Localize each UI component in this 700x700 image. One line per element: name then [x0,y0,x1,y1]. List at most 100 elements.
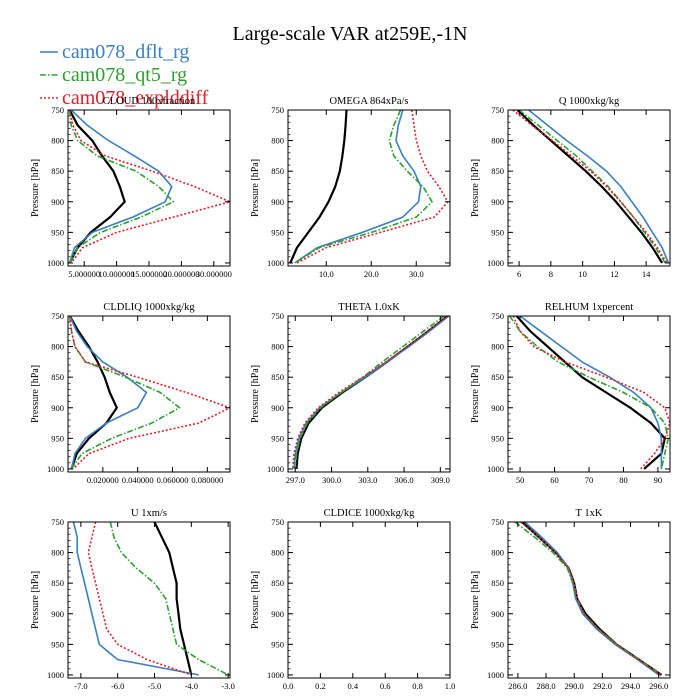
y-axis-label: Pressure [hPa] [30,571,41,629]
y-tick-label: 750 [491,105,504,115]
y-tick-label: 1000 [487,258,504,268]
x-tick-label: 0.2 [315,681,326,691]
y-tick-label: 1000 [47,670,64,680]
y-tick-label: 900 [491,197,504,207]
y-tick-label: 850 [491,578,504,588]
x-tick-label: 10.000000 [99,269,135,279]
x-tick-label: 0.6 [380,681,391,691]
series-line-cam078-dflt-rg [68,316,148,470]
x-tick-label: 50 [516,475,525,485]
y-tick-label: 950 [51,433,64,443]
y-tick-label: 900 [491,403,504,413]
legend-entry: cam078_dflt_rg [62,41,189,63]
y-tick-label: 850 [51,578,64,588]
x-tick-label: 5.000000 [68,269,100,279]
y-axis-label: Pressure [hPa] [250,159,261,217]
x-tick-label: 0.4 [347,681,358,691]
panel: 750 800 850 900 950 1000 6 8 10 12 14 Q 1000xkg/kg P… [470,96,671,279]
y-axis-label: Pressure [hPa] [470,365,481,423]
y-tick-label: 800 [51,136,64,146]
panel-title: U 1xm/s [131,508,167,519]
y-tick-label: 900 [51,403,64,413]
x-tick-label: 0.020000 [87,475,119,485]
y-tick-label: 950 [51,639,64,649]
series-line-cam078-qt5-rg [294,316,445,469]
y-tick-label: 850 [271,578,284,588]
y-tick-label: 1000 [487,464,504,474]
legend-entry: cam078_qt5_rg [62,64,187,86]
y-tick-label: 800 [491,136,504,146]
x-tick-label: 6 [517,269,521,279]
x-tick-label: 1.0 [445,681,456,691]
x-tick-label: -5.0 [148,681,161,691]
x-tick-label: 309.0 [431,475,450,485]
x-tick-label: 20.000000 [163,269,199,279]
x-tick-label: 0.040000 [122,475,154,485]
y-tick-label: 1000 [267,258,284,268]
series-line-obs [515,316,666,470]
y-tick-label: 950 [271,227,284,237]
y-axis-label: Pressure [hPa] [30,365,41,423]
y-axis-label: Pressure [hPa] [250,571,261,629]
series-line-cam078-explddiff [68,110,230,264]
y-tick-label: 800 [271,136,284,146]
y-tick-label: 850 [51,166,64,176]
series-line-cam078-qt5-rg [68,110,175,264]
x-tick-label: 0.080000 [191,475,223,485]
plot-frame [287,521,451,679]
x-tick-label: 300.0 [322,475,341,485]
legend: cam078_dflt_rgcam078_qt5_rgcam078_expldd… [40,41,209,109]
figure-title: Large-scale VAR at259E,-1N [233,23,468,45]
y-tick-label: 950 [491,227,504,237]
x-tick-label: 10.0 [319,269,334,279]
plot-frame [67,315,231,473]
series-line-cam078-qt5-rg [509,316,670,470]
x-tick-label: 90 [654,475,663,485]
y-tick-label: 1000 [487,670,504,680]
plot-frame [507,521,671,679]
series-line-obs [295,316,449,469]
y-axis-label: Pressure [hPa] [30,159,41,217]
y-tick-label: 900 [51,609,64,619]
panel-title: CLDLIQ 1000xkg/kg [103,302,195,313]
panel: 750 800 850 900 950 1000 50 60 70 80 90 RELHUM 1xpe… [470,302,671,485]
y-tick-label: 800 [491,342,504,352]
series-line-cam078-explddiff [87,522,192,676]
panel: 750 800 850 900 950 1000 0.020000 0.040000 0.060… [30,302,231,485]
panels: 75080085090095010005.00000010.00000015.0… [30,96,671,691]
x-tick-label: 10 [578,269,587,279]
panel-title: CLOUD 100xfraction [103,96,196,107]
y-tick-label: 750 [271,517,284,527]
series-line-cam078-explddiff [292,316,449,469]
x-tick-label: 60 [550,475,559,485]
panel-title: THETA 1.0xK [338,302,400,313]
x-tick-label: 303.0 [358,475,377,485]
y-tick-label: 850 [271,372,284,382]
panel-title: OMEGA 864xPa/s [329,96,408,107]
y-tick-label: 950 [271,433,284,443]
x-tick-label: 297.0 [286,475,305,485]
series-line-cam078-dflt-rg [293,316,450,469]
y-tick-label: 800 [51,342,64,352]
y-tick-label: 800 [271,342,284,352]
panel: 750 800 850 900 950 1000 -7.0 -6.0 -5.0 -4.0 -3.0 U… [30,508,235,691]
y-tick-label: 750 [491,517,504,527]
y-tick-label: 750 [51,517,64,527]
series-line-cam078-qt5-rg [518,110,666,264]
x-tick-label: 30.0 [409,269,424,279]
x-tick-label: 296.0 [649,681,668,691]
series-line-cam078-explddiff [512,110,668,264]
y-tick-label: 950 [51,227,64,237]
panel-title: Q 1000xkg/kg [559,96,620,107]
y-axis-label: Pressure [hPa] [470,571,481,629]
x-tick-label: 0.0 [283,681,294,691]
x-tick-label: 0.060000 [157,475,189,485]
legend-entry: cam078_explddiff [62,87,209,109]
series-line-cam078-explddiff [512,316,670,470]
y-tick-label: 900 [271,403,284,413]
plot-frame [287,109,451,267]
series-line-cam078-dflt-rg [519,316,663,469]
y-tick-label: 850 [491,166,504,176]
y-tick-label: 1000 [267,670,284,680]
